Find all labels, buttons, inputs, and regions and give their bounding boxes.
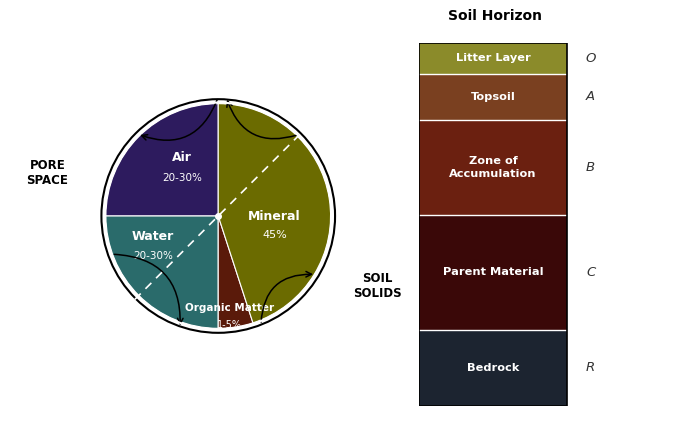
Text: SOIL
SOLIDS: SOIL SOLIDS xyxy=(353,272,402,300)
Bar xyxy=(419,43,567,74)
Text: Parent Material: Parent Material xyxy=(443,267,544,277)
Bar xyxy=(419,330,567,406)
Text: 45%: 45% xyxy=(262,230,286,240)
Wedge shape xyxy=(218,216,253,328)
Text: Topsoil: Topsoil xyxy=(471,92,516,102)
Text: A: A xyxy=(586,90,595,103)
Text: PORE
SPACE: PORE SPACE xyxy=(27,159,68,187)
Text: R: R xyxy=(586,362,595,375)
Wedge shape xyxy=(106,216,218,328)
Text: Water: Water xyxy=(132,230,174,243)
Text: C: C xyxy=(586,266,595,279)
Wedge shape xyxy=(106,104,218,216)
Text: Organic Matter: Organic Matter xyxy=(185,303,274,313)
Text: Mineral: Mineral xyxy=(248,210,301,222)
Bar xyxy=(419,43,567,406)
Text: Air: Air xyxy=(173,151,192,164)
Text: B: B xyxy=(586,161,595,174)
Bar xyxy=(419,215,567,330)
Wedge shape xyxy=(218,104,331,323)
Text: Bedrock: Bedrock xyxy=(467,363,519,373)
Bar xyxy=(419,74,567,120)
Text: Soil Horizon: Soil Horizon xyxy=(448,9,542,23)
Text: 20-30%: 20-30% xyxy=(162,173,203,183)
Bar xyxy=(419,120,567,215)
Text: Zone of
Accumulation: Zone of Accumulation xyxy=(449,156,537,178)
Text: 20-30%: 20-30% xyxy=(133,251,173,261)
Text: O: O xyxy=(585,52,596,65)
Text: Litter Layer: Litter Layer xyxy=(456,54,531,64)
Text: 1-5%: 1-5% xyxy=(217,320,242,330)
